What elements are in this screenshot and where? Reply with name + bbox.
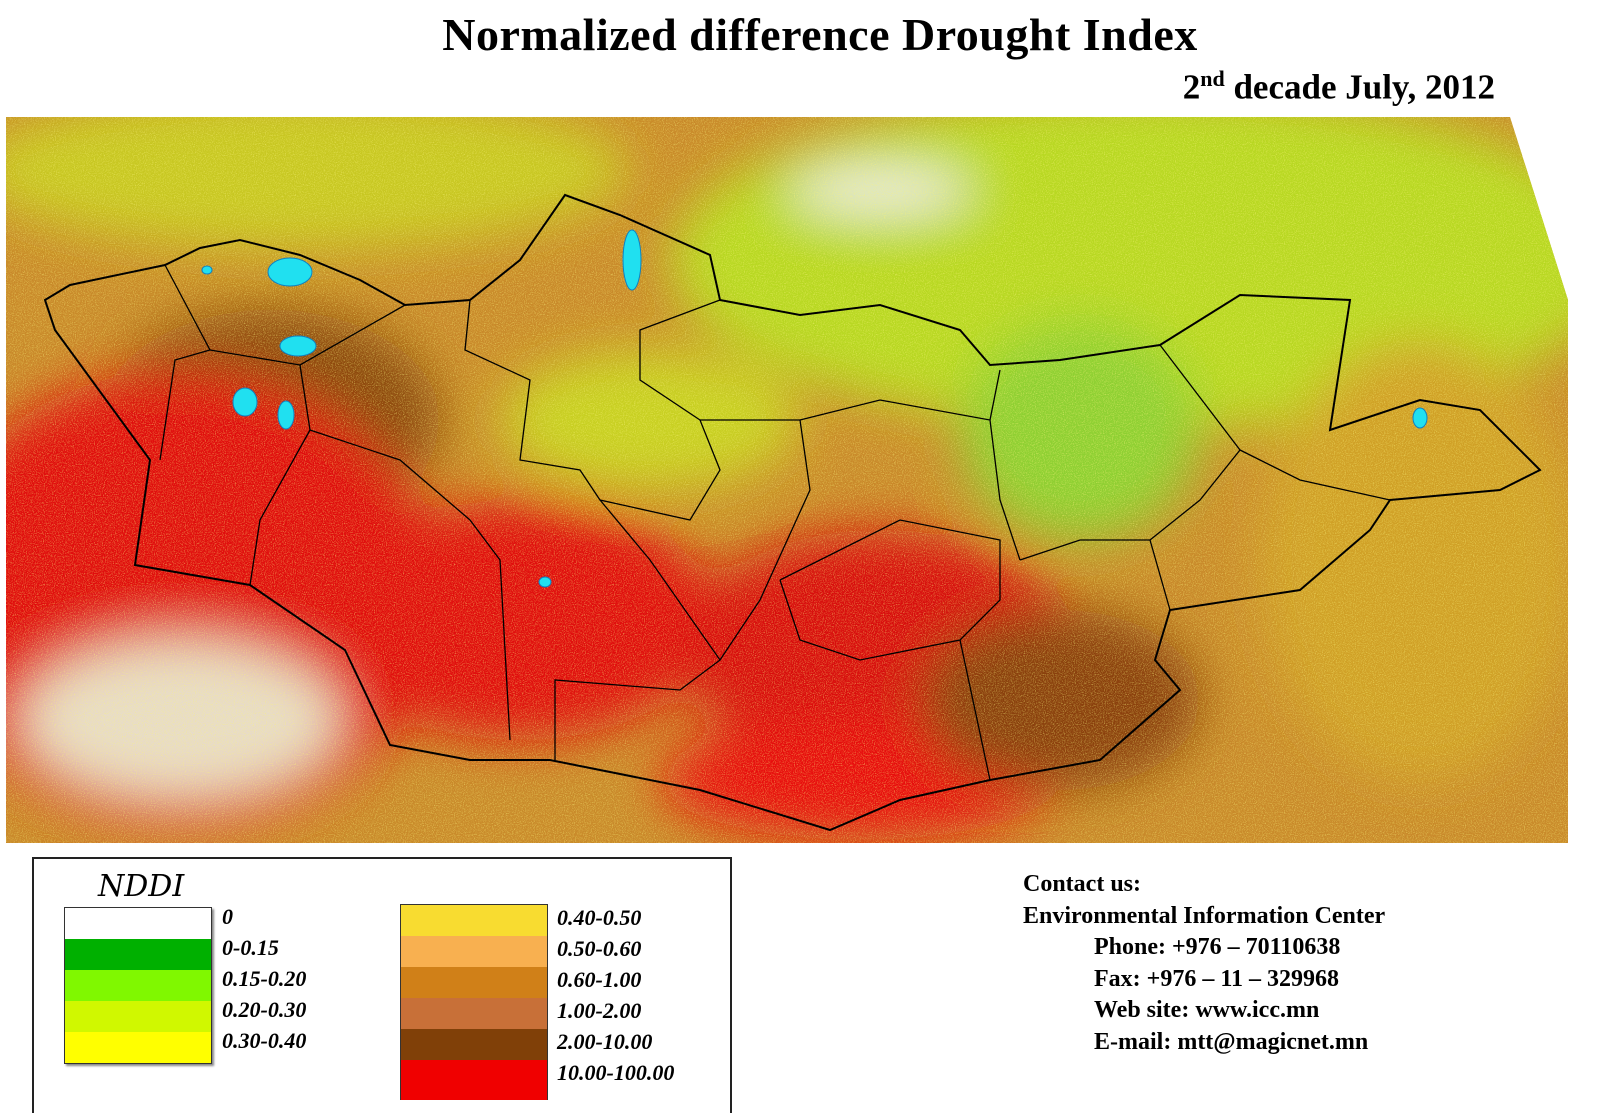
- legend-label: 0.60-1.00: [557, 967, 642, 992]
- subtitle-ordinal: 2: [1182, 67, 1201, 107]
- swatch-060-100: [401, 967, 547, 998]
- legend-label: 0.15-0.20: [222, 966, 307, 991]
- legend-label: 0.30-0.40: [222, 1028, 307, 1053]
- swatch-020-030: [65, 1001, 211, 1032]
- contact-block: Contact us: Environmental Information Ce…: [1023, 869, 1385, 1058]
- swatch-1000-10000: [401, 1060, 547, 1100]
- contact-phone: Phone: +976 – 70110638: [1094, 934, 1341, 960]
- country-border: [43, 193, 1542, 832]
- legend-label: 0-0.15: [222, 935, 279, 960]
- swatch-030-040: [65, 1032, 211, 1063]
- legend-label: 2.00-10.00: [557, 1029, 653, 1054]
- swatch-040-050: [401, 905, 547, 936]
- legend-label: 10.00-100.00: [557, 1060, 675, 1085]
- swatch-200-1000: [401, 1029, 547, 1060]
- legend-label: 0.40-0.50: [557, 905, 642, 930]
- legend-swatches-right: [400, 904, 548, 1100]
- subtitle-date: decade July, 2012: [1224, 67, 1495, 107]
- legend-label: 0.20-0.30: [222, 997, 307, 1022]
- legend-label: 0.50-0.60: [557, 936, 642, 961]
- contact-website[interactable]: Web site: www.icc.mn: [1094, 997, 1320, 1023]
- contact-org: Environmental Information Center: [1023, 902, 1386, 929]
- swatch-050-060: [401, 936, 547, 967]
- contact-heading: Contact us:: [1023, 871, 1141, 897]
- lakes: [201, 229, 1428, 588]
- swatch-0: [65, 908, 211, 939]
- legend: NDDI 0 0-0.15 0.15-0.20 0.20-0.30 0.30-0…: [32, 857, 732, 1113]
- drought-map: [6, 117, 1568, 843]
- contact-fax: Fax: +976 – 11 – 329968: [1094, 965, 1340, 992]
- swatch-100-200: [401, 998, 547, 1029]
- map-title: Normalized difference Drought Index: [442, 9, 1198, 60]
- map-subtitle: 2nd decade July, 2012: [1183, 66, 1495, 108]
- legend-label: 0: [222, 904, 233, 929]
- province-borders: [159, 264, 1391, 781]
- legend-swatches-left: [64, 907, 212, 1064]
- swatch-015-020: [65, 970, 211, 1001]
- swatch-0-015: [65, 939, 211, 970]
- legend-label: 1.00-2.00: [557, 998, 642, 1023]
- raster-layer: [6, 117, 1568, 843]
- contact-email[interactable]: E-mail: mtt@magicnet.mn: [1094, 1028, 1369, 1055]
- legend-title: NDDI: [98, 869, 185, 904]
- subtitle-suffix: nd: [1200, 66, 1225, 91]
